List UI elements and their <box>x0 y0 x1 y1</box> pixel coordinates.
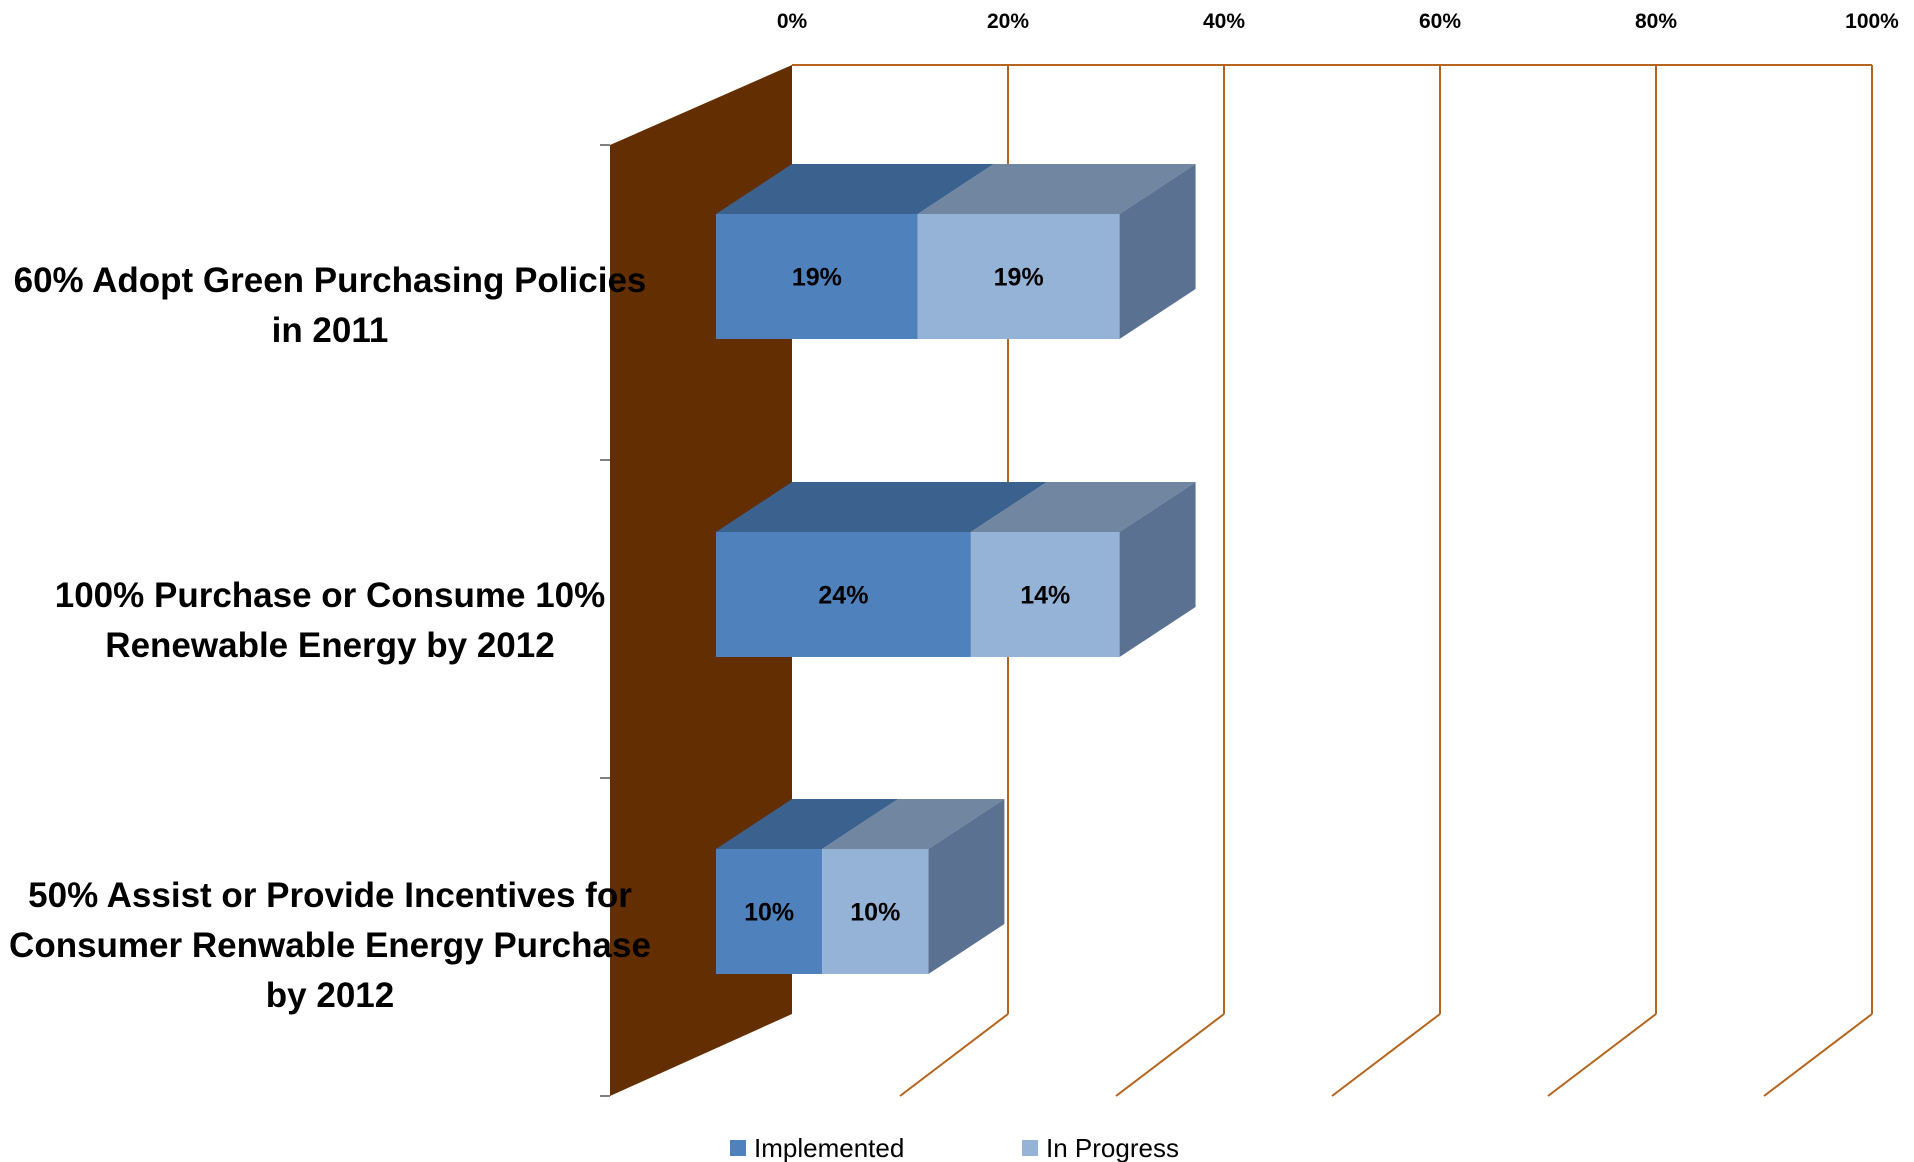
category-label-line: by 2012 <box>266 976 394 1015</box>
gridline-floor <box>899 1013 1009 1097</box>
x-tick-label: 100% <box>1845 10 1899 33</box>
data-label: 19% <box>792 264 842 292</box>
data-label: 10% <box>744 899 794 927</box>
category-label: 100% Purchase or Consume 10% Renewable En… <box>55 576 606 665</box>
bar-top-face <box>716 482 1047 532</box>
bar-implemented <box>716 532 971 657</box>
bar-side-face <box>928 799 1005 974</box>
category-labels: 60% Adopt Green Purchasing Policies in 20… <box>9 261 651 1015</box>
data-label: 14% <box>1020 582 1070 610</box>
x-tick-label: 40% <box>1203 10 1245 33</box>
legend: Implemented In Progress <box>730 1133 1179 1162</box>
bar-in-progress <box>970 532 1120 657</box>
x-tick-label: 80% <box>1635 10 1677 33</box>
category-label-line: Consumer Renwable Energy Purchase <box>9 926 651 965</box>
category-label: 60% Adopt Green Purchasing Policies in 20… <box>14 261 647 350</box>
bar-side-face <box>1119 164 1196 339</box>
gridline-floor <box>1763 1013 1873 1097</box>
legend-label: In Progress <box>1046 1133 1179 1162</box>
legend-swatch <box>730 1140 746 1156</box>
x-axis-ticks: 0% 20% 40% 60% 80% 100% <box>777 10 1899 33</box>
bar-top-face <box>970 482 1196 532</box>
data-label: 19% <box>994 264 1044 292</box>
category-label: 50% Assist or Provide Incentives for Cons… <box>9 876 651 1015</box>
bar-side-face <box>1119 482 1196 657</box>
category-label-line: Renewable Energy by 2012 <box>105 626 554 665</box>
category-label-line: 50% Assist or Provide Incentives for <box>28 876 632 915</box>
legend-label: Implemented <box>754 1133 904 1162</box>
bar-implemented <box>716 849 823 974</box>
x-tick-label: 60% <box>1419 10 1461 33</box>
gridline-floor <box>1547 1013 1657 1097</box>
bars: 19% 19% 24% 14% 10% 10% <box>716 164 1196 974</box>
category-label-line: 60% Adopt Green Purchasing Policies <box>14 261 647 300</box>
legend-item: In Progress <box>1022 1133 1179 1162</box>
bar-top-face <box>716 799 899 849</box>
gridlines <box>792 64 1873 1097</box>
category-label-line: 100% Purchase or Consume 10% <box>55 576 606 615</box>
legend-swatch <box>1022 1140 1038 1156</box>
bar-in-progress <box>822 849 929 974</box>
bar-in-progress <box>917 214 1120 339</box>
data-label: 24% <box>818 582 868 610</box>
legend-item: Implemented <box>730 1133 904 1162</box>
x-tick-label: 0% <box>777 10 808 33</box>
gridline-floor <box>1331 1013 1441 1097</box>
bar-top-face <box>822 799 1005 849</box>
bar-implemented <box>716 214 918 339</box>
x-tick-label: 20% <box>987 10 1029 33</box>
data-label: 10% <box>850 899 900 927</box>
bar-top-face <box>917 164 1196 214</box>
bar-top-face <box>716 164 994 214</box>
gridline-floor <box>1115 1013 1225 1097</box>
category-label-line: in 2011 <box>272 311 389 350</box>
